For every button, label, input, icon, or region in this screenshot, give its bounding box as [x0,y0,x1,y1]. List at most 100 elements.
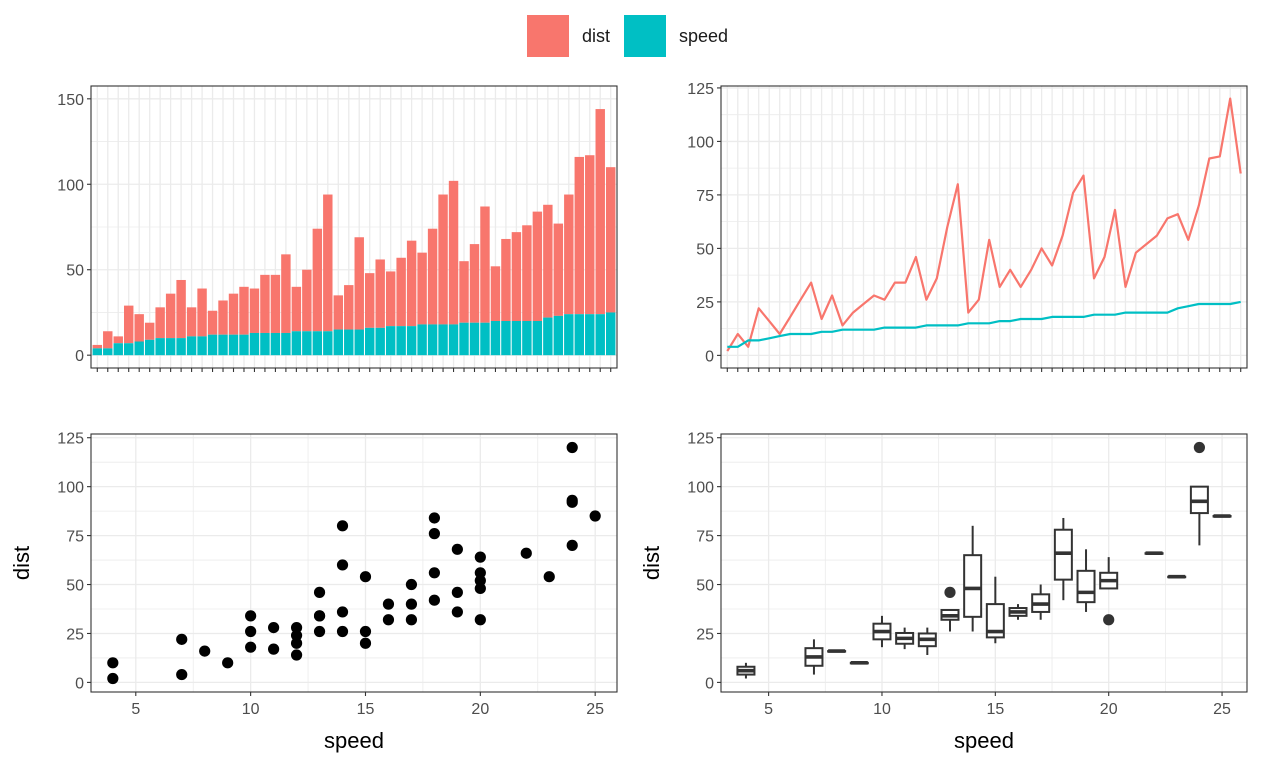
scatter-point [107,657,119,669]
bar-dist [333,295,343,330]
box-panel-xtick-label: 10 [873,701,891,718]
bar-speed [344,329,354,356]
bar-dist [511,232,522,321]
bar-speed [375,327,385,356]
legend: dist speed [527,15,742,57]
scatter-panel-ytick-label: 100 [57,480,84,497]
box-panel-ytick-label: 0 [705,675,714,692]
bar-dist [385,271,396,327]
scatter-point [405,578,418,591]
line-panel-ytick-label: 75 [696,188,714,205]
scatter-point [107,672,119,685]
bar-speed [113,343,123,356]
bar-speed [522,321,532,356]
bar-speed [605,312,616,356]
bar-dist [218,300,228,335]
bar-dist [312,228,323,332]
line-panel-ytick-label: 0 [705,348,714,365]
bar-speed [323,331,333,356]
scatter-point [268,621,280,634]
scatter-point [199,645,211,657]
scatter-panel-xtick-label: 10 [242,701,260,718]
bar-dist [522,225,532,321]
scatter-point [451,586,463,598]
scatter-panel-xtick-label: 25 [586,701,604,718]
scatter-point [359,625,372,638]
scatter-point [336,520,349,532]
line-panel-ytick-label: 100 [687,134,714,151]
bar-dist [239,286,249,335]
bar-dist [365,273,375,328]
bar-panel-ytick-label: 0 [75,348,84,365]
bar-dist [92,344,103,349]
box-body [963,554,983,618]
bar-dist [605,167,616,313]
bar-dist [459,261,469,323]
scatter-point [520,547,532,559]
bar-speed [574,314,584,356]
bar-dist [197,288,207,337]
bar-dist [375,259,385,328]
box-body [985,603,1005,639]
bar-panel-ytick-label: 100 [57,177,84,194]
bar-speed [186,336,197,356]
bar-dist [302,269,312,332]
bar-panel-ytick-label: 150 [57,92,84,109]
bar-dist [595,109,605,315]
legend-label-dist: dist [582,25,611,46]
scatter-point [290,629,303,642]
scatter-point [566,441,578,454]
scatter-point [566,494,578,506]
bar-speed [333,329,343,356]
scatter-point [382,614,395,626]
bar-panel-border [90,85,618,369]
box-panel-border [720,433,1248,693]
bar-speed [385,326,396,356]
bar-speed [490,321,501,356]
bar-dist [176,279,186,339]
box-panel-xtick-label: 5 [764,701,773,718]
scatter-point [245,625,257,638]
box-panel-ytick-label: 50 [696,578,714,595]
bar-speed [103,348,113,356]
scatter-point [474,551,486,563]
bar-speed [260,332,270,356]
scatter-point [359,571,372,583]
bar-speed [354,329,364,356]
bar-dist [228,293,239,335]
bar-dist [155,307,165,339]
bar-dist [103,331,113,349]
bar-speed [176,338,186,356]
bar-speed [155,338,165,356]
scatter-point [336,559,349,571]
bar-dist [124,305,134,344]
scatter-point [245,610,257,622]
scatter-point [566,539,578,551]
bar-dist [427,228,438,325]
bar-speed [469,322,480,356]
bar-dist [291,286,302,332]
bar-speed [501,321,511,356]
scatter-panel-xtick-label: 15 [357,701,375,718]
bar-dist [270,274,281,333]
line-panel-bg [721,86,1247,368]
bar-speed [511,321,522,356]
scatter-panel-border [90,433,618,693]
box-outlier [1103,614,1115,626]
legend-item-dist: dist [527,15,610,57]
bar-dist [585,155,595,315]
bar-dist [564,194,574,315]
bar-dist [281,254,291,333]
bar-speed [480,322,490,356]
box-outlier [944,586,956,598]
bar-dist [438,194,448,325]
bar-speed [228,334,239,356]
box-outlier [1193,441,1205,454]
box-panel-xtick-label: 20 [1100,701,1118,718]
bar-speed [249,332,260,356]
box-panel-bg [721,434,1247,692]
box-panel-xlabel: speed [954,728,1014,753]
bar-speed [595,314,605,356]
